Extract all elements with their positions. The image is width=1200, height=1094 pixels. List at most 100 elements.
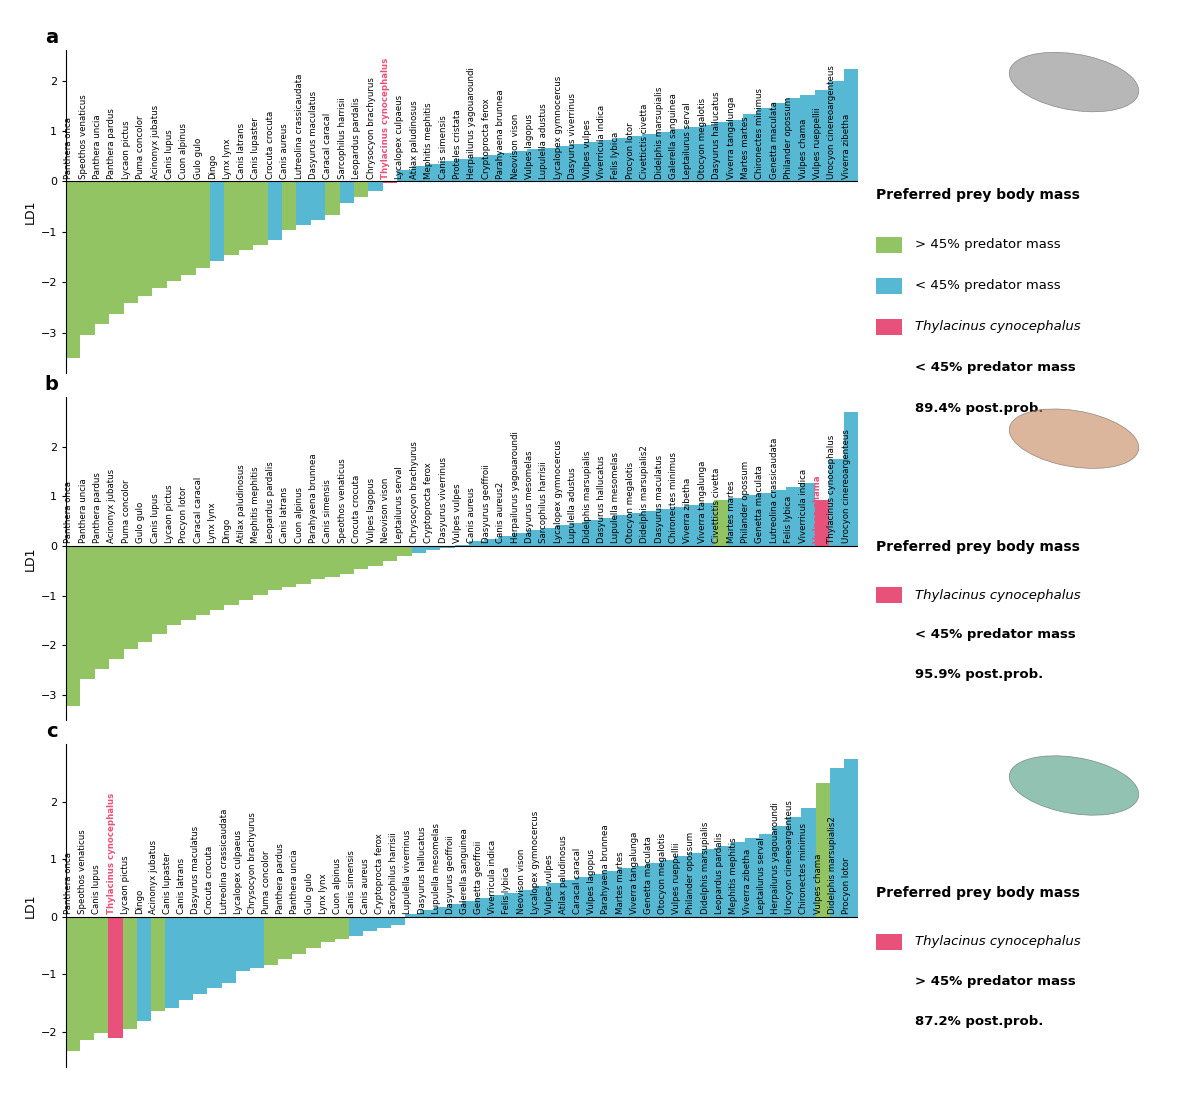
Text: Dingo: Dingo [209, 153, 217, 178]
Bar [731, 842, 745, 917]
Text: Panthera uncia: Panthera uncia [94, 114, 102, 178]
Bar [282, 182, 296, 231]
Bar [584, 521, 599, 546]
Bar [802, 808, 816, 917]
Text: Vulpes chama: Vulpes chama [799, 118, 808, 178]
Text: Urocyon cinereoargenteus: Urocyon cinereoargenteus [785, 801, 794, 915]
Text: Acinonyx jubatus: Acinonyx jubatus [151, 105, 160, 178]
Text: Preferred prey body mass: Preferred prey body mass [876, 886, 1080, 900]
Text: Vulpes rueppellii: Vulpes rueppellii [814, 107, 822, 178]
Text: Canis lupus: Canis lupus [151, 493, 160, 544]
Text: Lycalopex gymnocercus: Lycalopex gymnocercus [553, 440, 563, 544]
Text: Puma concolor: Puma concolor [262, 851, 271, 915]
Text: Martes martes: Martes martes [742, 116, 750, 178]
Bar [224, 182, 239, 255]
Text: Otocyon megalotis: Otocyon megalotis [626, 463, 635, 544]
Bar [152, 182, 167, 289]
Text: Viverra zibetha: Viverra zibetha [684, 478, 692, 544]
Text: Cuon alpinus: Cuon alpinus [180, 123, 188, 178]
Bar [844, 412, 858, 546]
Bar [484, 538, 498, 546]
Bar [151, 917, 164, 1011]
Text: Panthera onca: Panthera onca [64, 852, 73, 915]
Text: Genetta maculata: Genetta maculata [644, 836, 653, 915]
Bar [122, 917, 137, 1028]
Text: Martes martes: Martes martes [616, 851, 625, 915]
Text: Leopardus pardalis: Leopardus pardalis [265, 462, 275, 544]
Bar [498, 153, 512, 182]
Bar [631, 865, 646, 917]
Text: Didelphis marsupialis2: Didelphis marsupialis2 [641, 445, 649, 544]
Bar [462, 901, 476, 917]
Bar [210, 546, 224, 609]
Text: Lutreolina crassicaudata: Lutreolina crassicaudata [295, 73, 304, 178]
Bar [527, 531, 541, 546]
Text: Herpailurus yagouaroundi: Herpailurus yagouaroundi [511, 432, 520, 544]
Text: Canis latrans: Canis latrans [238, 123, 246, 178]
FancyBboxPatch shape [876, 278, 902, 293]
Text: Galerella sanguinea: Galerella sanguinea [670, 93, 678, 178]
Bar [253, 546, 268, 595]
Text: Procyon lotor: Procyon lotor [180, 487, 188, 544]
Bar [278, 917, 293, 959]
Bar [469, 542, 484, 546]
Text: Vulpes chama: Vulpes chama [814, 853, 823, 915]
FancyBboxPatch shape [876, 318, 902, 335]
Text: Canis simensis: Canis simensis [324, 479, 332, 544]
Text: Lycaon pictus: Lycaon pictus [122, 120, 131, 178]
Text: < 45% predator mass: < 45% predator mass [914, 279, 1060, 292]
Bar [599, 517, 613, 546]
Bar [293, 917, 306, 954]
Text: Galerella sanguinea: Galerella sanguinea [460, 828, 469, 915]
Bar [108, 917, 122, 1038]
Text: Dasyurus hallucatus: Dasyurus hallucatus [713, 91, 721, 178]
Text: Canis aureus2: Canis aureus2 [497, 482, 505, 544]
Bar [166, 917, 179, 1009]
Bar [702, 849, 716, 917]
Text: Crocuta crocuta: Crocuta crocuta [353, 475, 361, 544]
Bar [335, 917, 349, 940]
Text: Civettictis civetta: Civettictis civetta [641, 104, 649, 178]
Bar [815, 500, 829, 546]
Bar [674, 857, 689, 917]
Bar [196, 546, 210, 615]
Text: Lycalopex gymnocercus: Lycalopex gymnocercus [553, 75, 563, 178]
Text: Chrysocyon brachyurus: Chrysocyon brachyurus [367, 77, 376, 178]
Text: Dasyurus maculatus: Dasyurus maculatus [310, 91, 318, 178]
Text: Viverra tangalunga: Viverra tangalunga [698, 461, 707, 544]
Text: Acinonyx jubatus: Acinonyx jubatus [149, 840, 158, 915]
Text: Cuon alpinus: Cuon alpinus [332, 858, 342, 915]
Text: Sarcophilus harrisii: Sarcophilus harrisii [389, 833, 398, 915]
Text: Dasyurus geoffroii: Dasyurus geoffroii [446, 836, 455, 915]
Text: Canis aureus: Canis aureus [467, 488, 476, 544]
Text: Genetta geoffroii: Genetta geoffroii [474, 841, 484, 915]
Bar [268, 182, 282, 240]
Bar [239, 546, 253, 600]
Bar [844, 70, 858, 182]
Text: Neovison vison: Neovison vison [517, 849, 526, 915]
Text: Didelphis marsupialis: Didelphis marsupialis [583, 451, 592, 544]
Text: Thylacinus cynocephalus: Thylacinus cynocephalus [107, 793, 115, 915]
Text: Leptailurus serval: Leptailurus serval [396, 467, 404, 544]
Text: Didelphis marsupialis: Didelphis marsupialis [655, 86, 664, 178]
Bar [757, 493, 772, 546]
Bar [512, 151, 527, 182]
Bar [193, 917, 208, 994]
Bar [844, 759, 858, 917]
Bar [181, 182, 196, 275]
Bar [167, 182, 181, 281]
Bar [264, 917, 278, 965]
Text: Dasyurus viverrinus: Dasyurus viverrinus [569, 93, 577, 178]
Bar [685, 128, 700, 182]
Bar [377, 917, 391, 928]
Text: Viverricula indica: Viverricula indica [488, 840, 497, 915]
Text: Proteles cristata: Proteles cristata [454, 109, 462, 178]
Text: c: c [47, 722, 58, 741]
Bar [124, 182, 138, 303]
Bar [109, 182, 124, 314]
Y-axis label: LD1: LD1 [23, 893, 36, 918]
Bar [716, 846, 731, 917]
Text: Caracal caracal: Caracal caracal [194, 477, 203, 544]
Text: Gulo gulo: Gulo gulo [305, 873, 313, 915]
Text: Procyon lotor: Procyon lotor [842, 858, 851, 915]
